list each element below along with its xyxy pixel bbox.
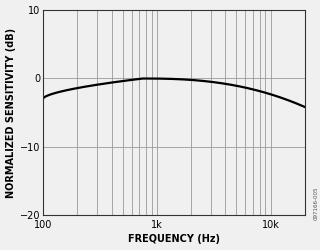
Text: 097166-005: 097166-005 (313, 186, 318, 220)
Y-axis label: NORMALIZED SENSITIVITY (dB): NORMALIZED SENSITIVITY (dB) (5, 28, 16, 198)
X-axis label: FREQUENCY (Hz): FREQUENCY (Hz) (128, 234, 220, 244)
